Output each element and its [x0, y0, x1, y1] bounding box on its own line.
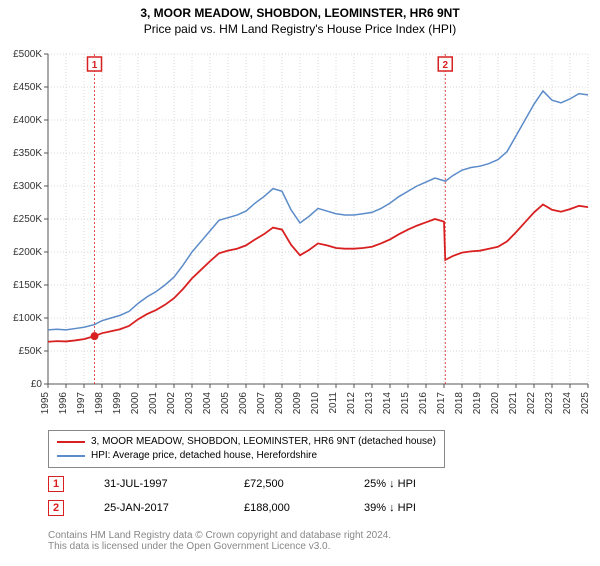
- svg-text:2012: 2012: [346, 392, 357, 415]
- svg-text:2002: 2002: [166, 392, 177, 415]
- svg-text:1995: 1995: [40, 392, 51, 415]
- svg-text:£450K: £450K: [13, 82, 42, 93]
- svg-text:£400K: £400K: [13, 115, 42, 126]
- legend-item: 3, MOOR MEADOW, SHOBDON, LEOMINSTER, HR6…: [57, 435, 436, 449]
- sale-marker: 2: [48, 500, 64, 516]
- svg-text:2018: 2018: [454, 392, 465, 415]
- sale-delta: 25% ↓ HPI: [364, 478, 416, 490]
- chart-container: 3, MOOR MEADOW, SHOBDON, LEOMINSTER, HR6…: [0, 6, 600, 566]
- svg-text:2004: 2004: [202, 392, 213, 415]
- svg-text:2001: 2001: [148, 392, 159, 415]
- svg-text:2007: 2007: [256, 392, 267, 415]
- legend-item: HPI: Average price, detached house, Here…: [57, 449, 436, 463]
- svg-text:1999: 1999: [112, 392, 123, 415]
- svg-text:1996: 1996: [58, 392, 69, 415]
- svg-text:2021: 2021: [508, 392, 519, 415]
- svg-text:2015: 2015: [400, 392, 411, 415]
- svg-text:£250K: £250K: [13, 214, 42, 225]
- svg-text:2000: 2000: [130, 392, 141, 415]
- svg-text:2003: 2003: [184, 392, 195, 415]
- legend-label: HPI: Average price, detached house, Here…: [91, 449, 317, 463]
- sale-marker: 1: [48, 476, 64, 492]
- svg-text:2013: 2013: [364, 392, 375, 415]
- svg-text:£200K: £200K: [13, 247, 42, 258]
- svg-text:£350K: £350K: [13, 148, 42, 159]
- svg-text:£50K: £50K: [19, 346, 43, 357]
- svg-text:2008: 2008: [274, 392, 285, 415]
- svg-text:2024: 2024: [562, 392, 573, 415]
- svg-text:2016: 2016: [418, 392, 429, 415]
- legend-swatch: [57, 441, 85, 443]
- svg-text:2022: 2022: [526, 392, 537, 415]
- sale-date: 25-JAN-2017: [104, 502, 204, 514]
- svg-text:2017: 2017: [436, 392, 447, 415]
- legend-swatch: [57, 455, 85, 457]
- svg-text:£100K: £100K: [13, 313, 42, 324]
- svg-text:£0: £0: [31, 379, 43, 390]
- svg-text:2020: 2020: [490, 392, 501, 415]
- footer-line2: This data is licensed under the Open Gov…: [48, 541, 391, 552]
- svg-text:2010: 2010: [310, 392, 321, 415]
- svg-text:£150K: £150K: [13, 280, 42, 291]
- svg-text:1998: 1998: [94, 392, 105, 415]
- svg-text:£300K: £300K: [13, 181, 42, 192]
- svg-text:2006: 2006: [238, 392, 249, 415]
- svg-text:2014: 2014: [382, 392, 393, 415]
- line-chart: £0 £50K £100K £150K £200K £250K £300K £350K £400…: [0, 6, 600, 426]
- legend-label: 3, MOOR MEADOW, SHOBDON, LEOMINSTER, HR6…: [91, 435, 436, 449]
- svg-text:2: 2: [442, 60, 448, 71]
- footer-line1: Contains HM Land Registry data © Crown c…: [48, 530, 391, 541]
- sale-row: 1 31-JUL-1997 £72,500 25% ↓ HPI: [48, 476, 416, 492]
- svg-text:2009: 2009: [292, 392, 303, 415]
- sale-date: 31-JUL-1997: [104, 478, 204, 490]
- sale-row: 2 25-JAN-2017 £188,000 39% ↓ HPI: [48, 500, 416, 516]
- svg-text:2019: 2019: [472, 392, 483, 415]
- legend: 3, MOOR MEADOW, SHOBDON, LEOMINSTER, HR6…: [48, 430, 445, 468]
- svg-text:1: 1: [92, 60, 98, 71]
- svg-text:2025: 2025: [580, 392, 591, 415]
- sale-delta: 39% ↓ HPI: [364, 502, 416, 514]
- sale-price: £188,000: [244, 502, 324, 514]
- sale-price: £72,500: [244, 478, 324, 490]
- svg-text:2011: 2011: [328, 392, 339, 414]
- footer-attribution: Contains HM Land Registry data © Crown c…: [48, 530, 391, 552]
- svg-text:2023: 2023: [544, 392, 555, 415]
- svg-text:1997: 1997: [76, 392, 87, 415]
- svg-text:£500K: £500K: [13, 49, 42, 60]
- svg-text:2005: 2005: [220, 392, 231, 415]
